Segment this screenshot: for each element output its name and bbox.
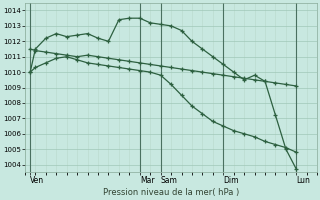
X-axis label: Pression niveau de la mer( hPa ): Pression niveau de la mer( hPa ) [103, 188, 239, 197]
